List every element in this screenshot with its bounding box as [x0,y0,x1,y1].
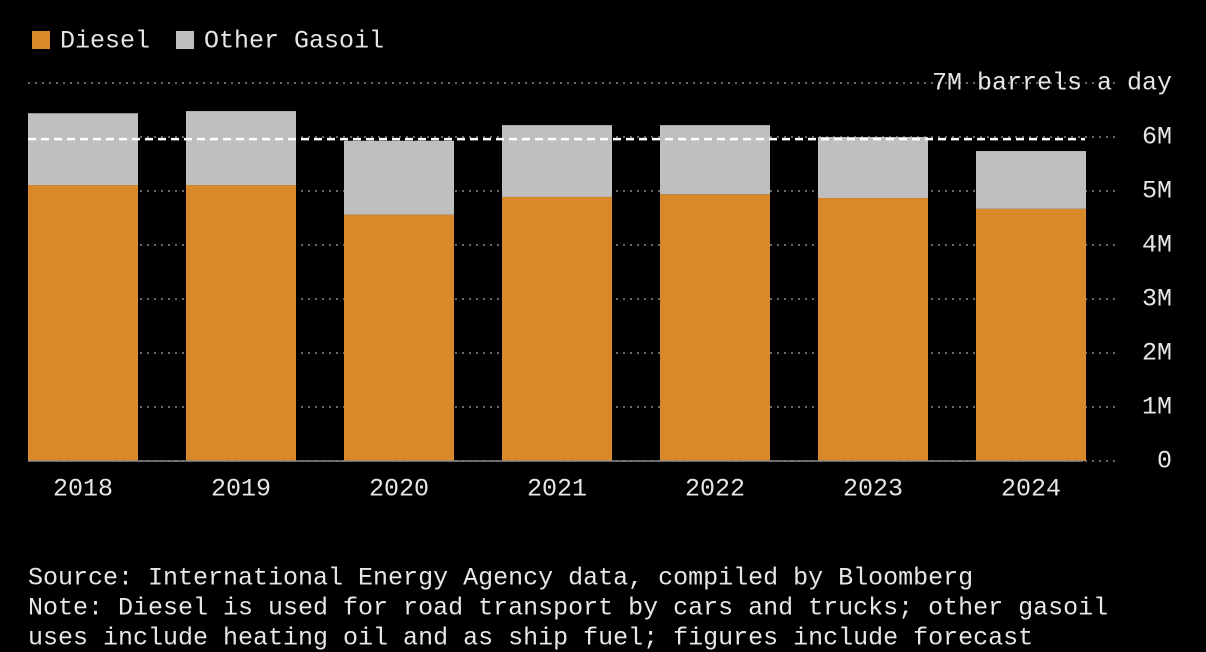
footnote: Note: Diesel is used for road transport … [28,594,1108,623]
legend-label: Other Gasoil [204,27,384,56]
bar-segment [976,208,1086,461]
bar-segment [502,125,612,197]
y-tick-label: 7M barrels a day [932,69,1172,98]
bar-segment [818,198,928,461]
bar-segment [818,137,928,199]
bar-segment [660,194,770,462]
y-tick-label: 4M [1142,231,1172,260]
bar-segment [28,113,138,186]
bar-segment [502,196,612,461]
legend-label: Diesel [60,27,150,56]
x-tick-label: 2018 [53,475,113,504]
x-tick-label: 2019 [211,475,271,504]
y-tick-label: 6M [1142,123,1172,152]
y-tick-label: 2M [1142,339,1172,368]
footnote: Source: International Energy Agency data… [28,564,973,593]
bar-segment [344,214,454,461]
y-tick-label: 0 [1157,447,1172,476]
bar-segment [186,185,296,461]
bar-segment [660,125,770,195]
y-tick-label: 3M [1142,285,1172,314]
x-tick-label: 2024 [1001,475,1061,504]
bar-segment [28,185,138,461]
legend-swatch [176,31,195,49]
x-tick-label: 2022 [685,475,745,504]
y-tick-label: 5M [1142,177,1172,206]
bar-segment [186,111,296,186]
legend-swatch [32,31,50,49]
y-tick-label: 1M [1142,393,1172,422]
footnote: uses include heating oil and as ship fue… [28,624,1033,652]
x-tick-label: 2020 [369,475,429,504]
bar-segment [344,140,454,215]
x-tick-label: 2021 [527,475,587,504]
bar-segment [976,151,1086,209]
x-tick-label: 2023 [843,475,903,504]
